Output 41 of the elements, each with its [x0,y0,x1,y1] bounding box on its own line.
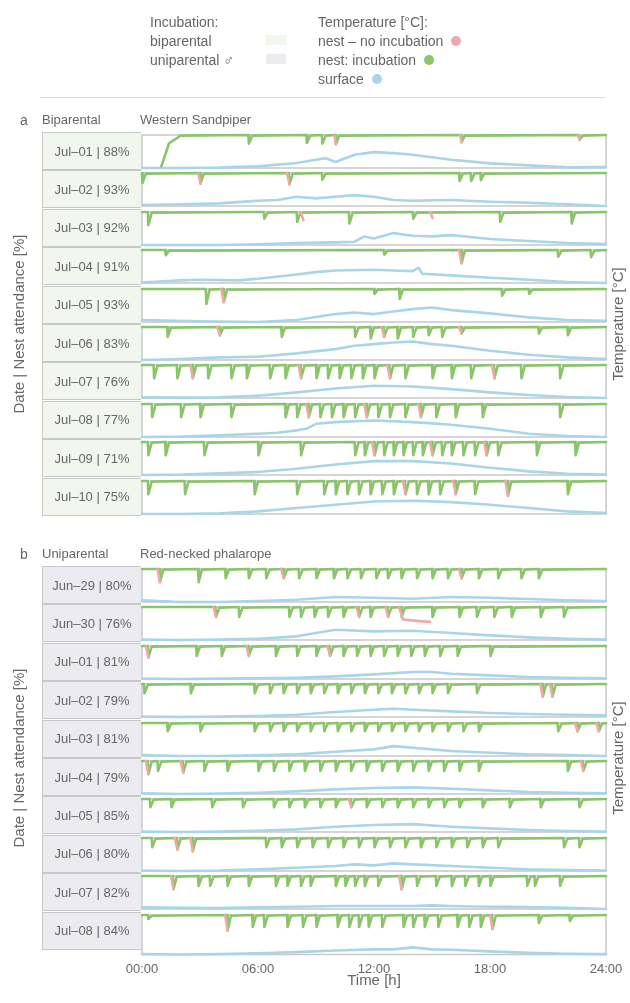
y-axis-title: Jul–03 | 92% [42,208,141,247]
y-axis-title: Jul–05 | 93% [42,285,141,324]
y-axis-title: Jun–30 | 76% [42,604,141,643]
y-axis-title: Jul–09 | 71% [42,439,141,478]
legend-title: Temperature [°C]: [318,14,428,30]
text: b [20,546,28,562]
y2-axis-title: Temperature [°C] [608,701,626,815]
text: a [20,112,28,128]
y-axis-title: Jul–04 | 79% [42,758,141,796]
x-tick-label: 18:00 [473,960,507,976]
y-axis-title: Jul–01 | 81% [42,642,141,681]
y-axis-title: Jul–08 | 77% [42,400,141,439]
y-axis-title: Jun–29 | 80% [42,566,141,604]
y-axis-title: Jul–08 | 84% [42,911,141,950]
text: Date | Nest attendance [%] [9,234,27,414]
y-axis-title: Jul–02 | 79% [42,681,141,720]
chart-subtitle: Uniparental [42,546,109,562]
text: Date | Nest attendance [%] [9,668,27,848]
text: uniparental ♂ [150,52,234,68]
y-axis-title: Jul–06 | 80% [42,834,141,873]
chart-title: Western Sandpiper [140,112,252,128]
text: biparental [150,33,212,49]
y-axis-title: Jul–10 | 75% [42,477,141,516]
y-axis-title: Jul–07 | 76% [42,362,141,401]
legend-label: nest – no incubation [318,33,444,49]
y2-axis-title: Temperature [°C] [608,267,626,381]
y-axis-title: Jul–02 | 93% [42,170,141,209]
legend-label: nest: incubation [318,52,417,68]
text: Incubation: [150,14,219,30]
y-axis-title: Jul–04 | 91% [42,247,141,286]
chart-subtitle: Biparental [42,112,101,128]
y-axis-title: Jul–06 | 83% [42,324,141,362]
chart-title: Red-necked phalarope [140,546,272,562]
x-tick-label: 06:00 [241,960,275,976]
x-tick-label: 00:00 [125,960,159,976]
x-tick-label: 24:00 [589,960,623,976]
y-axis-title: Jul–01 | 88% [42,132,141,170]
y-axis-title: Jul–07 | 82% [42,873,141,912]
y-axis-title: Jul–03 | 81% [42,719,141,758]
y-axis-title: Jul–05 | 85% [42,796,141,835]
legend-label: surface [318,71,364,87]
